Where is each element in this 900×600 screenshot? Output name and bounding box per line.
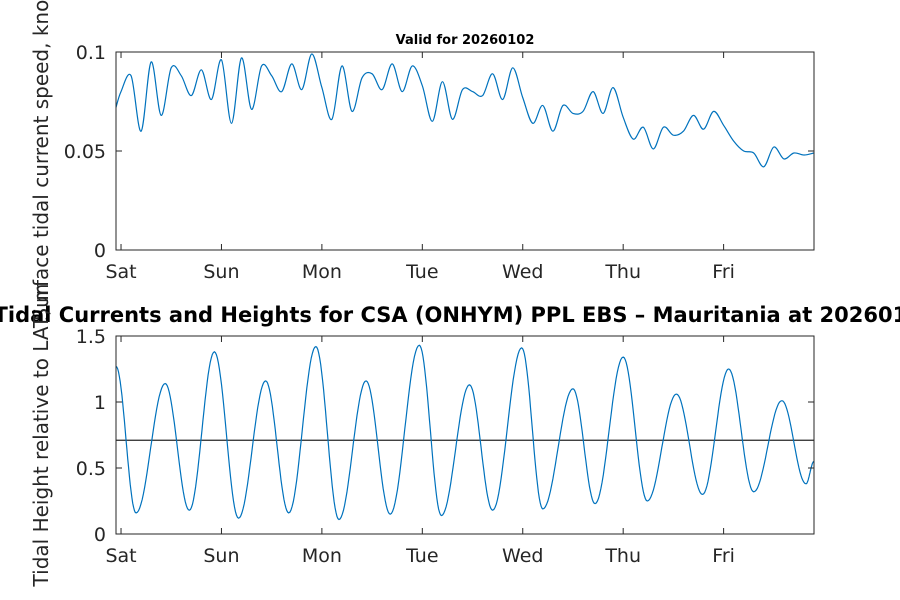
x-tick-label: Wed: [502, 261, 543, 283]
y-tick-label: 1: [94, 392, 106, 414]
y-tick-label: 0.05: [64, 141, 106, 163]
x-tick-label: Sat: [105, 545, 136, 567]
tidal-height-panel: Sat Sun Mon Tue Wed Thu Fri 0 0.5 1 1.5 Tidal Curr…: [0, 284, 900, 588]
main-chart-title: Tidal Currents and Heights for CSA (ONHY…: [0, 303, 900, 327]
y-tick-label: 0.1: [76, 42, 106, 64]
x-tick-label: Thu: [604, 261, 641, 283]
x-tick-label: Mon: [302, 545, 342, 567]
x-tick-label: Tue: [405, 261, 438, 283]
x-tick-label: Sun: [203, 261, 239, 283]
y-tick-label: 0: [94, 524, 106, 546]
y-tick-label: 1.5: [76, 326, 106, 348]
current-speed-plot-area: [116, 52, 814, 250]
y-tick-label: 0.5: [76, 458, 106, 480]
current-speed-panel: Sat Sun Mon Tue Wed Thu Fri 0 0.05 0.1 Valid for …: [29, 0, 815, 321]
x-tick-label: Sat: [105, 261, 136, 283]
x-tick-label: Sun: [203, 545, 239, 567]
tidal-height-line: [115, 344, 815, 521]
current-speed-line: [115, 53, 815, 168]
current-speed-title: Valid for 20260102: [396, 33, 535, 48]
x-tick-label: Fri: [712, 545, 735, 567]
tidal-height-axes-box: [115, 335, 815, 535]
x-tick-label: Thu: [604, 545, 641, 567]
x-tick-label: Tue: [405, 545, 438, 567]
x-tick-label: Fri: [712, 261, 735, 283]
y-tick-label: 0: [94, 240, 106, 262]
tidal-height-plot-area: [116, 336, 814, 534]
x-tick-label: Mon: [302, 261, 342, 283]
tidal-height-y-axis-label: Tidal Height relative to LAT, m: [29, 284, 53, 588]
current-speed-y-axis-label: Surface tidal current speed, knots: [29, 0, 53, 321]
x-tick-label: Wed: [502, 545, 543, 567]
